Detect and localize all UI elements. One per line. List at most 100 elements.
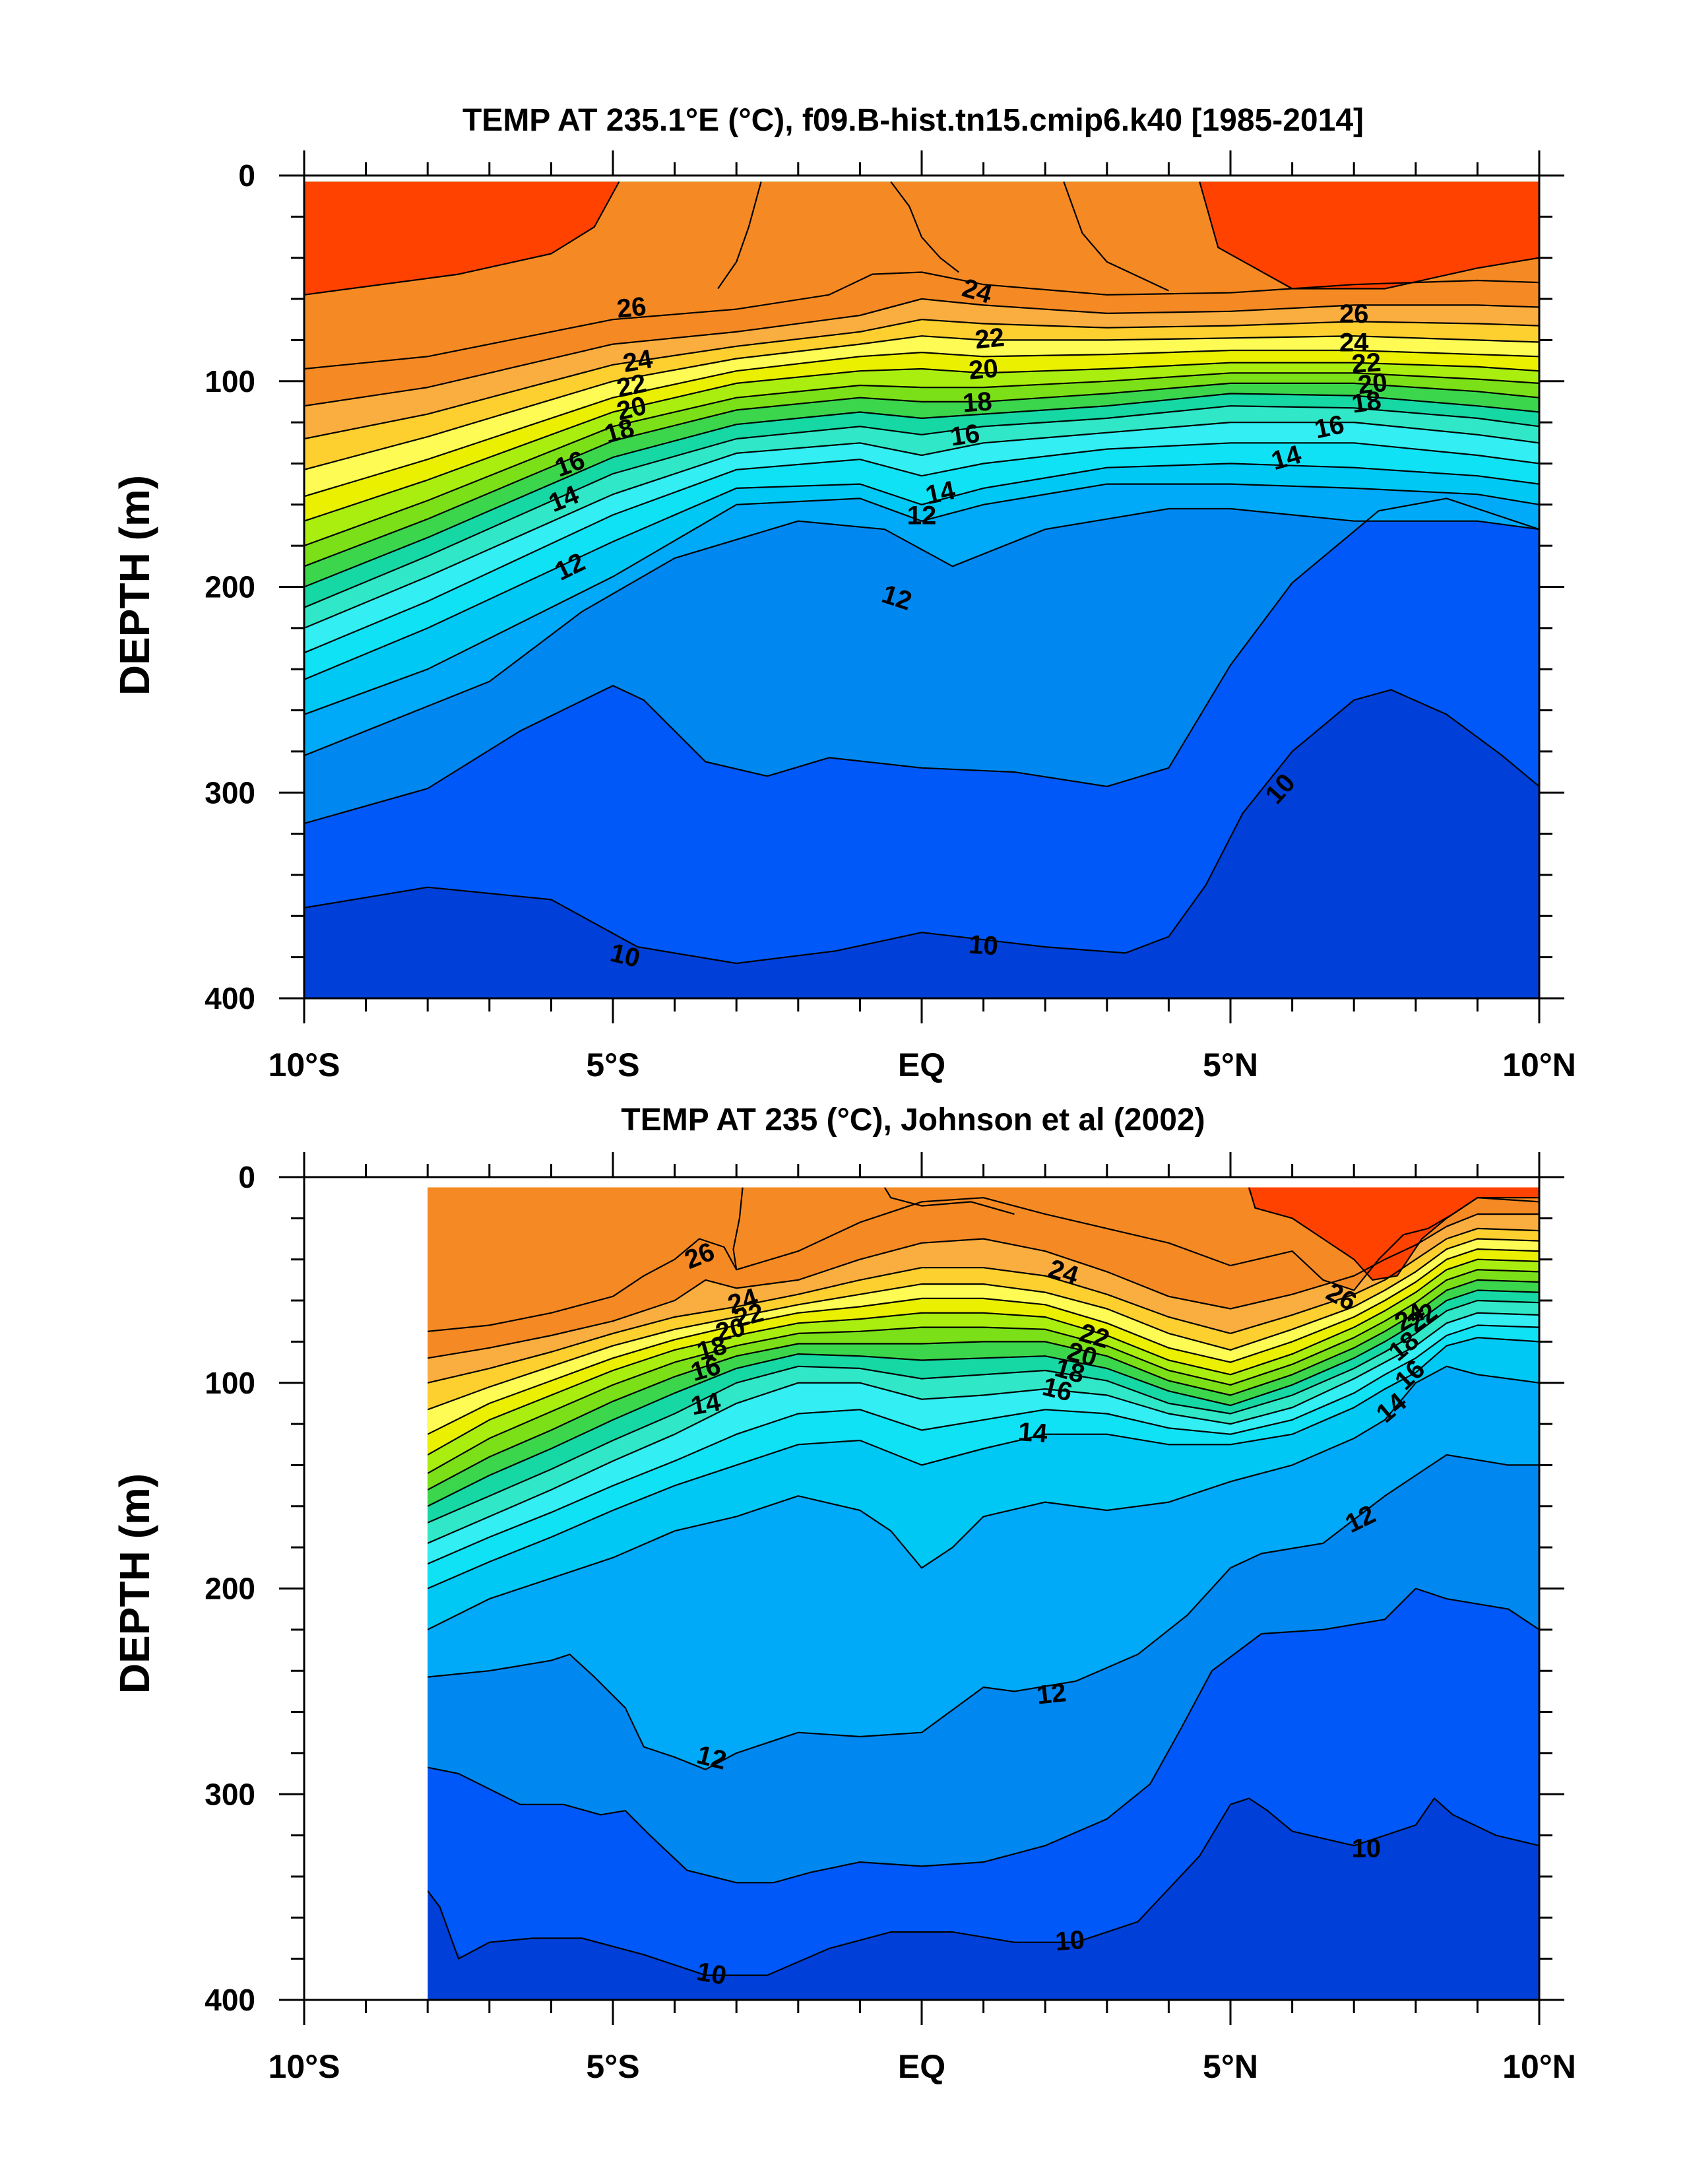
- x-tick-label: 5°N: [1203, 1046, 1258, 1083]
- x-tick-label: 5°S: [586, 1046, 639, 1083]
- contour-label-14: 14: [923, 476, 958, 510]
- contour-line-16: [428, 1312, 1540, 1544]
- contour-line-26c: [890, 181, 959, 273]
- contour-label-18: 18: [1350, 386, 1383, 419]
- y-tick-label: 200: [205, 1572, 255, 1606]
- contour-label-24: 24: [1339, 329, 1369, 358]
- contour-label-10: 10: [695, 1957, 728, 1991]
- contour-line-15: [304, 442, 1539, 654]
- x-tick-label: 10°S: [269, 1046, 340, 1083]
- bottom-y-axis-label: DEPTH (m): [111, 1473, 158, 1694]
- contour-line-27b: [1199, 181, 1539, 290]
- contour-line-22: [304, 349, 1539, 498]
- y-tick-label: 0: [238, 158, 255, 193]
- contour-line-18: [428, 1289, 1540, 1507]
- contour-line-14: [428, 1337, 1540, 1590]
- y-tick-label: 0: [238, 1160, 255, 1194]
- contour-line-17: [428, 1299, 1540, 1524]
- contour-label-10: 10: [968, 930, 999, 961]
- y-tick-label: 300: [205, 1777, 255, 1811]
- bottom-panel-title: TEMP AT 235 (°C), Johnson et al (2002): [621, 1103, 1205, 1138]
- contour-line-27: [1248, 1187, 1539, 1281]
- x-tick-label: EQ: [898, 2048, 945, 2085]
- contour-line-11: [428, 1588, 1540, 1884]
- contour-line-10: [428, 1797, 1540, 1976]
- contour-line-26d: [1063, 181, 1169, 292]
- contour-line-group: [428, 1187, 1540, 1976]
- contour-label-26: 26: [616, 292, 648, 323]
- contour-label-14: 14: [689, 1387, 723, 1421]
- top-y-axis-label: DEPTH (m): [111, 475, 158, 695]
- top-panel: TEMP AT 235.1°E (°C), f09.B-hist.tn15.cm…: [111, 103, 1576, 1083]
- contour-fill-group: [428, 1187, 1540, 2000]
- warm-pool-27: [1249, 1187, 1539, 1280]
- contour-label-16: 16: [1040, 1372, 1075, 1407]
- y-tick-label: 100: [205, 1366, 255, 1400]
- contour-line-21: [304, 362, 1539, 522]
- contour-line-group: [304, 181, 1539, 965]
- x-tick-label: EQ: [898, 1046, 945, 1083]
- contour-label-24: 24: [621, 344, 655, 378]
- contour-line-26b: [732, 1187, 744, 1270]
- contour-line-12: [428, 1454, 1539, 1770]
- contour-line-22: [428, 1248, 1540, 1435]
- warm-pool-27b: [1199, 181, 1539, 289]
- contour-line-26: [428, 1197, 1540, 1332]
- contour-label-10: 10: [1054, 1925, 1085, 1956]
- y-tick-label: 400: [205, 1983, 255, 2017]
- contour-label-20: 20: [713, 1312, 748, 1347]
- contour-label-16: 16: [949, 419, 982, 452]
- top-panel-title: TEMP AT 235.1°E (°C), f09.B-hist.tn15.cm…: [462, 103, 1364, 138]
- x-tick-label: 5°S: [586, 2048, 639, 2085]
- contour-line-26b: [717, 181, 762, 290]
- contour-label-18: 18: [962, 387, 993, 418]
- contour-label-10: 10: [608, 938, 643, 973]
- contour-label-12: 12: [1035, 1678, 1068, 1710]
- contour-line-25: [304, 298, 1539, 407]
- warm-pool-27a: [304, 181, 620, 295]
- y-tick-label: 200: [205, 570, 255, 604]
- contour-line-20: [428, 1269, 1540, 1474]
- x-tick-label: 5°N: [1203, 2048, 1258, 2085]
- contour-line-10: [304, 689, 1539, 965]
- contour-line-19: [428, 1279, 1540, 1491]
- contour-line-24: [428, 1227, 1540, 1384]
- contour-line-14: [304, 463, 1539, 680]
- contour-label-20: 20: [1356, 368, 1389, 400]
- contour-label-26: 26: [1339, 300, 1369, 329]
- contour-line-26: [304, 271, 1539, 370]
- contour-line-24: [304, 319, 1539, 440]
- contour-line-25: [428, 1213, 1539, 1359]
- contour-label-20: 20: [614, 391, 649, 426]
- contour-line-16: [304, 421, 1539, 629]
- x-tick-label: 10°S: [269, 2048, 340, 2085]
- contour-label-22: 22: [731, 1298, 767, 1333]
- contour-line-19: [304, 382, 1539, 567]
- contour-label-22: 22: [1351, 348, 1382, 379]
- bottom-panel: TEMP AT 235 (°C), Johnson et al (2002) D…: [111, 1103, 1576, 2085]
- contour-label-12: 12: [907, 501, 937, 530]
- contour-label-22: 22: [974, 323, 1006, 354]
- contour-label-16: 16: [1312, 410, 1347, 444]
- contour-line-21: [428, 1258, 1540, 1456]
- fill-region-above-26: [428, 1187, 1540, 1332]
- contour-label-12: 12: [694, 1740, 730, 1775]
- contour-line-17: [304, 405, 1539, 608]
- y-tick-label: 100: [205, 364, 255, 399]
- contour-label-10: 10: [1352, 1834, 1382, 1863]
- x-tick-label: 10°N: [1502, 2048, 1576, 2085]
- contour-line-18: [304, 393, 1539, 588]
- contour-label-22: 22: [614, 369, 649, 403]
- y-tick-label: 400: [205, 981, 255, 1015]
- contour-line-15: [428, 1324, 1540, 1565]
- contour-line-27a: [304, 181, 620, 296]
- contour-line-13: [428, 1365, 1540, 1630]
- contour-line-23: [304, 335, 1539, 470]
- contour-line-23: [428, 1238, 1540, 1411]
- contour-line-11: [304, 498, 1539, 825]
- contour-line-20: [304, 372, 1539, 547]
- contour-line-26c: [883, 1187, 1015, 1215]
- contour-label-14: 14: [1017, 1417, 1049, 1448]
- contour-line-12: [304, 507, 1539, 757]
